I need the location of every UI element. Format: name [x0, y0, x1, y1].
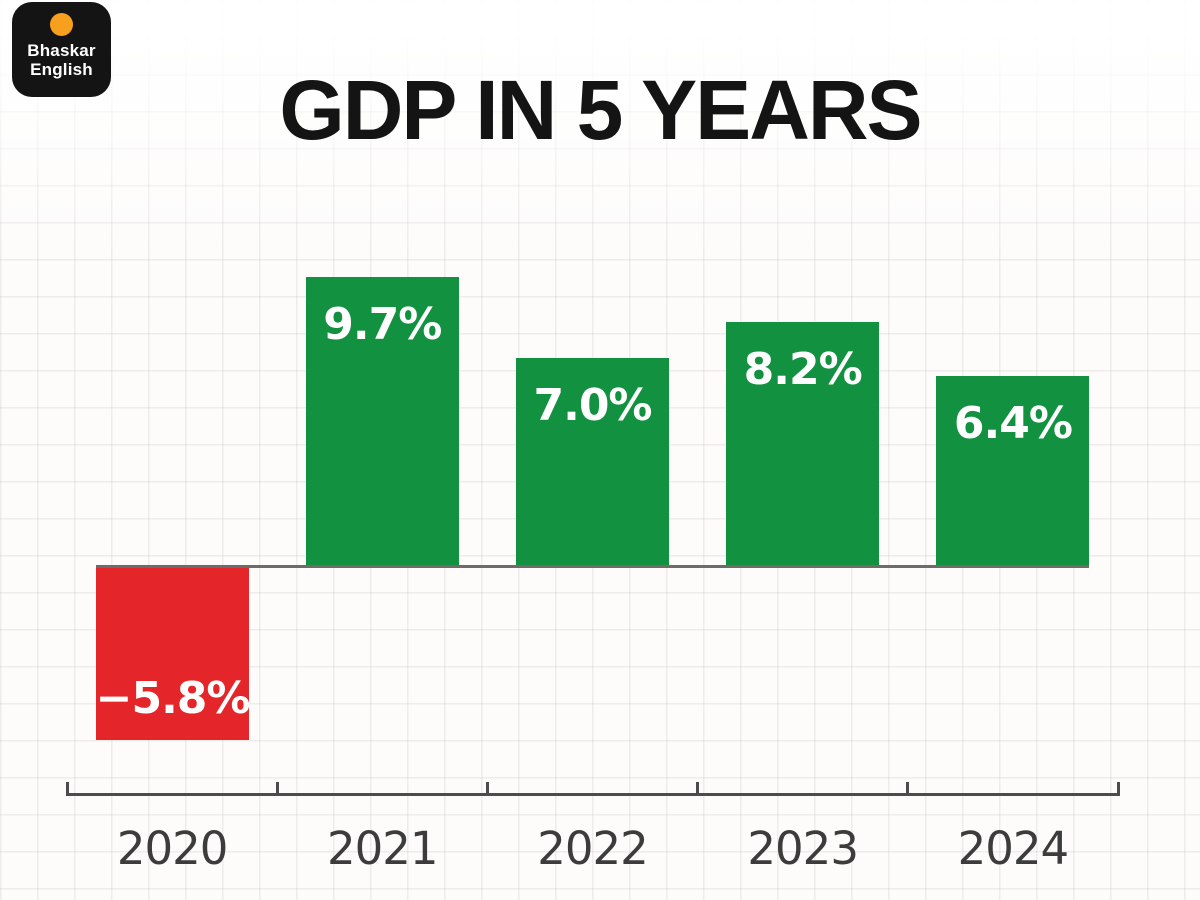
logo-text-line2: English — [30, 60, 93, 80]
x-axis-tick — [696, 782, 700, 796]
zero-baseline — [95, 565, 1090, 568]
x-axis-tick — [906, 782, 910, 796]
bar-value-label: 7.0% — [533, 379, 652, 431]
x-axis-tick — [1116, 782, 1120, 796]
bar-value-label: 9.7% — [323, 298, 442, 350]
bar-2021: 9.7% — [305, 276, 459, 567]
x-axis-label-2020: 2020 — [116, 822, 229, 875]
x-axis-line — [67, 793, 1118, 796]
bar-2024: 6.4% — [936, 375, 1090, 567]
bhaskar-english-logo: Bhaskar English — [12, 2, 111, 97]
x-axis-label-2024: 2024 — [957, 822, 1070, 875]
logo-orange-dot-icon — [50, 13, 73, 36]
x-axis-tick — [275, 782, 279, 796]
x-axis-tick — [485, 782, 489, 796]
x-axis-label-2022: 2022 — [537, 822, 649, 875]
bar-value-label: 8.2% — [743, 343, 863, 395]
page-title: GDP IN 5 YEARS — [279, 63, 922, 157]
bar-2023: 8.2% — [726, 321, 880, 567]
x-axis-label-2021: 2021 — [327, 822, 439, 875]
bar-value-label: 6.4% — [953, 397, 1073, 449]
logo-text: Bhaskar English — [27, 41, 96, 80]
logo-text-line1: Bhaskar — [27, 41, 96, 60]
bar-value-label: −5.8% — [95, 673, 251, 725]
x-axis-label-2023: 2023 — [747, 822, 859, 875]
bar-2022: 7.0% — [516, 357, 669, 567]
bar-2020: −5.8% — [95, 567, 251, 741]
x-axis-tick — [65, 782, 69, 796]
